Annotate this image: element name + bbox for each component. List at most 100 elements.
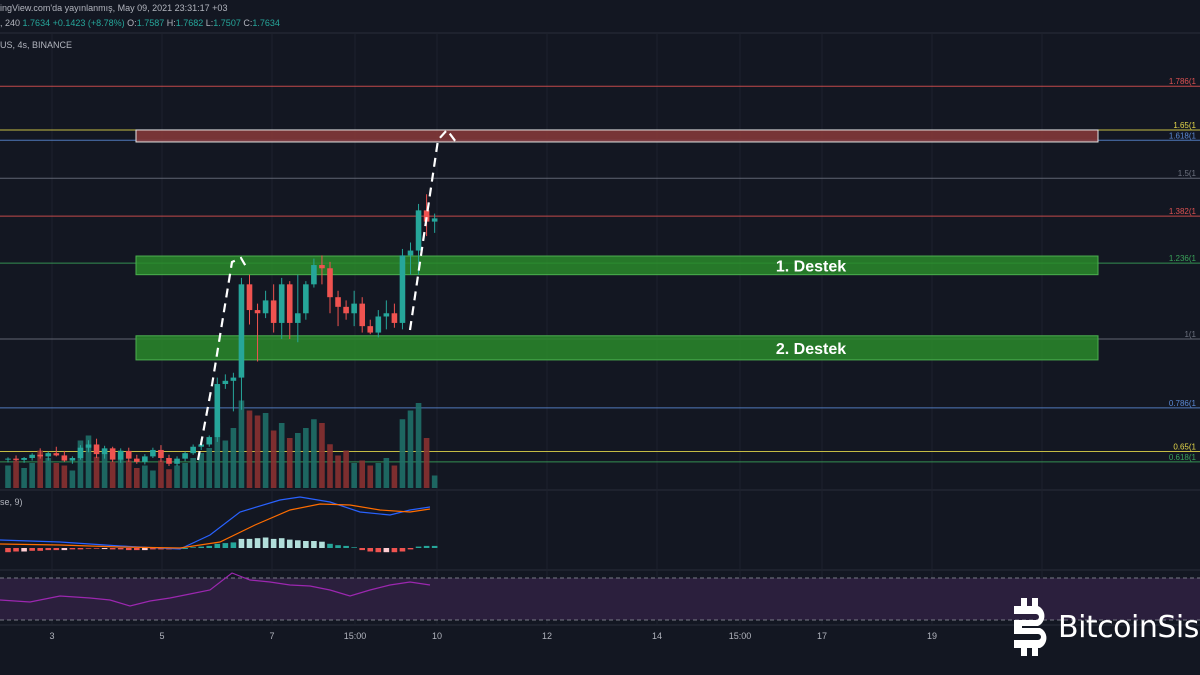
volume-bar [278,423,285,488]
macd-histogram-bar [29,548,35,551]
volume-bar [214,423,221,488]
macd-histogram-bar [222,543,229,548]
low-label: L: [205,18,214,28]
volume-bar [125,460,132,488]
candle-body [69,457,76,461]
candle-body [61,455,68,461]
candle-body [182,453,188,459]
volume-bar [134,468,140,488]
candle-body [262,300,269,314]
candle-body [125,450,132,459]
macd-histogram-bar [134,548,140,551]
candle-body [367,326,374,333]
macd-histogram-bar [85,548,92,549]
x-axis-tick-label: 7 [269,631,274,641]
volume-bar [85,435,92,488]
close-value: 1.7634 [252,18,280,28]
candle-body [21,457,27,460]
macd-histogram-bar [295,540,301,548]
macd-histogram-bar [93,548,100,549]
candle-body [278,284,285,323]
candle-body [37,454,43,457]
candle-body [166,457,172,464]
volume-bar [174,465,180,488]
x-axis-tick-label: 15:00 [344,631,367,641]
volume-bar [254,415,261,488]
macd-histogram-bar [262,537,269,548]
high-label: H: [166,18,176,28]
price-change: +0.1423 (+8.78%) [52,18,125,28]
published-note: ingView.com'da yayınlanmış, May 09, 2021… [0,3,228,13]
volume-bar [407,410,414,488]
volume-bar [335,455,341,488]
candle-body [230,377,237,381]
rsi-line [0,572,431,607]
open-value: 1.7587 [136,18,165,28]
volume-bar [61,465,68,488]
candle-body [5,458,11,460]
fib-level-label: 0.618(1 [1169,453,1197,462]
macd-histogram-bar [367,548,374,552]
macd-signal-line [0,503,431,549]
volume-bar [359,460,365,488]
candle-body [359,303,365,327]
low-value: 1.7507 [213,18,241,28]
x-axis-tick-label: 19 [927,631,937,641]
fib-level-label: 1(1 [1184,330,1196,339]
zone-label: 2. Destek [776,341,846,358]
volume-bar [190,458,196,488]
volume-bar [142,465,148,488]
candle-body [222,380,229,385]
candle-body [45,453,52,457]
volume-bar [222,440,229,488]
x-axis-tick-label: 14 [652,631,662,641]
resistance-zone [135,129,1099,143]
projection-arrow [196,256,249,461]
candle-body [327,268,333,298]
macd-histogram-bar [13,548,19,552]
support-zone [135,335,1099,361]
macd-label: se, 9) [0,497,23,507]
candle-body [29,454,35,458]
candle-body [158,449,164,458]
candle-body [351,303,357,314]
macd-histogram-bar [270,538,277,548]
last-price: 1.7634 [22,18,51,28]
macd-histogram-bar [109,548,116,550]
candle-body [286,284,293,323]
macd-legend: se, 9) [0,497,23,507]
volume-bar [117,450,124,488]
volume-bar [77,440,84,488]
macd-histogram-bar [278,538,285,548]
interval: , 240 [0,18,21,28]
macd-histogram-bar [359,548,365,551]
rsi-band [0,578,1200,620]
volume-bar [29,463,35,488]
candle-body [391,313,398,323]
candle-body [85,444,92,448]
volume-bar [5,465,11,488]
volume-bar [311,419,317,488]
candle-body [254,310,261,314]
candle-body [319,265,325,269]
volume-bar [101,453,108,488]
macd-histogram-bar [21,548,27,552]
projection-arrow [408,128,457,331]
candle-body [399,255,406,323]
candle-body [142,456,148,462]
macd-histogram-bar [238,538,245,548]
candle-body [109,448,116,460]
macd-histogram-bar [375,548,382,553]
macd-histogram-bar [142,548,148,551]
fib-level-label: 1.786(1 [1169,77,1197,86]
volume-bar [53,463,60,488]
volume-bar [182,463,188,488]
volume-bar [367,465,374,488]
volume-bar [45,458,52,488]
volume-bar [238,400,245,488]
candle-body [270,300,277,323]
candle-body [174,458,180,464]
candle-body [214,384,221,438]
macd-histogram-bar [45,548,52,551]
